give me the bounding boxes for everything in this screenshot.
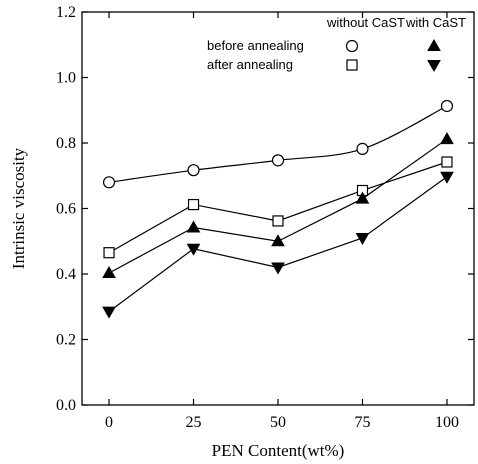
data-point-series-4 — [440, 171, 454, 184]
legend-col-header-without-cast: without CaST — [326, 15, 405, 30]
y-tick-label: 0.8 — [56, 135, 76, 152]
data-point-series-3 — [355, 191, 370, 204]
data-point-series-1 — [440, 99, 454, 113]
legend-marker-with-cast — [427, 60, 441, 73]
data-point-series-4 — [186, 243, 201, 256]
series-lines — [108, 105, 448, 313]
legend-marker-with-cast — [427, 38, 441, 51]
x-tick-label: 75 — [354, 414, 370, 431]
legend-marker-without-cast — [345, 39, 359, 53]
y-tick-label: 0.0 — [56, 397, 76, 414]
data-point-series-3 — [186, 220, 201, 233]
data-point-series-4 — [102, 306, 116, 319]
series-line-1 — [108, 105, 448, 183]
data-point-series-4 — [271, 262, 285, 275]
axis-ticks: 0.0 0.2 0.4 0.6 0.8 1.0 1.2 0 25 50 75 100 — [56, 4, 474, 431]
legend-col-header-with-cast: with CaST — [405, 15, 466, 30]
x-tick-label: 50 — [270, 414, 286, 431]
data-point-series-2 — [187, 198, 200, 211]
y-tick-label: 0.2 — [56, 332, 76, 349]
x-axis-title: PEN Content(wt%) — [212, 441, 345, 460]
legend: without CaST with CaST before annealing aft… — [207, 15, 466, 73]
data-point-series-2 — [272, 215, 284, 227]
legend-row-label: after annealing — [207, 57, 293, 72]
data-point-series-1 — [187, 164, 200, 177]
data-point-series-2 — [103, 247, 115, 259]
x-tick-label: 100 — [435, 414, 459, 431]
y-axis-title: Intrinsic viscosity — [9, 147, 28, 269]
y-tick-label: 1.2 — [56, 4, 76, 21]
legend-marker-without-cast — [346, 59, 358, 71]
data-point-series-1 — [102, 176, 116, 189]
data-markers — [102, 99, 454, 319]
y-tick-label: 0.4 — [56, 266, 76, 283]
data-point-series-3 — [440, 132, 454, 145]
x-tick-label: 25 — [186, 414, 202, 431]
x-tick-label: 0 — [105, 414, 113, 431]
data-point-series-4 — [355, 232, 370, 245]
data-point-series-1 — [356, 142, 369, 155]
data-point-series-3 — [271, 234, 285, 247]
data-point-series-2 — [441, 156, 453, 168]
data-point-series-3 — [102, 266, 116, 279]
data-point-series-1 — [271, 154, 285, 167]
y-tick-label: 1.0 — [56, 70, 76, 87]
legend-row-label: before annealing — [207, 38, 304, 53]
y-tick-label: 0.6 — [56, 201, 76, 218]
